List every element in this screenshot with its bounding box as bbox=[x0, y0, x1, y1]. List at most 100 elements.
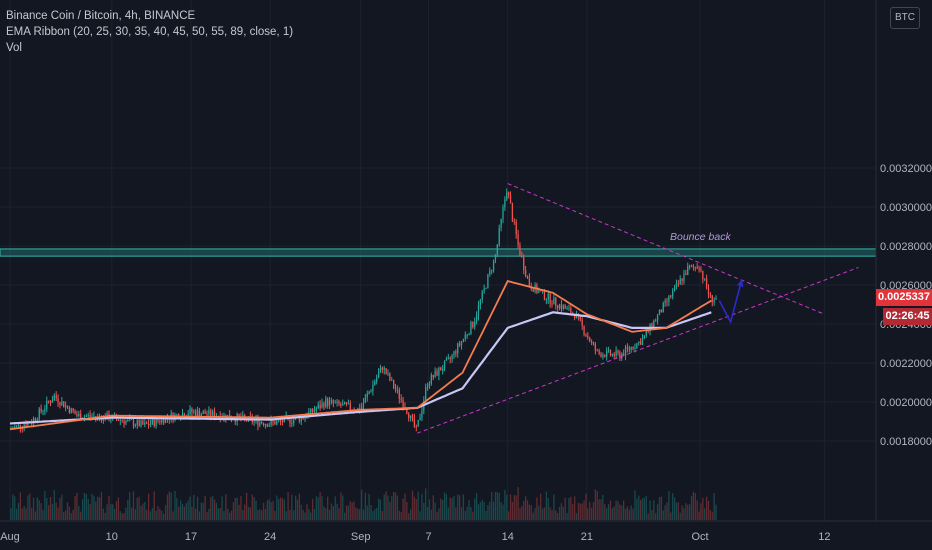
volume-bar bbox=[370, 505, 372, 520]
volume-bar bbox=[219, 508, 221, 520]
volume-bar bbox=[168, 491, 170, 520]
volume-bar bbox=[104, 512, 106, 520]
volume-bar bbox=[506, 494, 508, 520]
volume-bar bbox=[223, 510, 225, 520]
volume-bar bbox=[279, 497, 282, 520]
volume-bar bbox=[647, 513, 649, 520]
volume-bar bbox=[85, 494, 87, 520]
volume-bar bbox=[560, 503, 563, 520]
volume-bar bbox=[217, 508, 219, 520]
candle-body bbox=[306, 417, 308, 418]
candle-body bbox=[342, 404, 344, 406]
volume-bar bbox=[364, 492, 367, 520]
volume-bar bbox=[179, 500, 182, 520]
volume-bar bbox=[206, 512, 208, 520]
volume-bar bbox=[398, 510, 400, 520]
volume-bar bbox=[174, 490, 176, 520]
volume-bar bbox=[474, 498, 476, 520]
volume-bar bbox=[572, 504, 574, 520]
volume-bar bbox=[228, 512, 231, 520]
candle-body bbox=[66, 405, 69, 408]
candle-body bbox=[504, 199, 506, 208]
candle-body bbox=[93, 416, 95, 418]
candle-body bbox=[679, 278, 681, 284]
volume-bar bbox=[457, 494, 459, 520]
volume-bar bbox=[540, 493, 542, 520]
volume-bar bbox=[46, 497, 48, 520]
volume-bar bbox=[121, 513, 123, 520]
candle-body bbox=[443, 360, 446, 369]
volume-bar bbox=[204, 495, 206, 520]
volume-bar bbox=[266, 500, 268, 520]
candle-body bbox=[396, 389, 399, 391]
volume-label[interactable]: Vol bbox=[6, 42, 22, 54]
projection-path[interactable] bbox=[718, 278, 743, 325]
candle-body bbox=[153, 419, 155, 427]
candle-body bbox=[639, 341, 642, 345]
candle-body bbox=[17, 424, 20, 426]
candle-body bbox=[575, 314, 578, 319]
volume-bar bbox=[270, 502, 272, 520]
symbol-title[interactable]: Binance Coin / Bitcoin, 4h, BINANCE bbox=[6, 10, 196, 22]
volume-bar bbox=[579, 503, 581, 520]
volume-bar bbox=[49, 497, 52, 520]
volume-bar bbox=[634, 490, 636, 520]
candle-body bbox=[364, 397, 367, 403]
candle-body bbox=[688, 266, 691, 268]
volume-bar bbox=[430, 509, 432, 520]
candle-body bbox=[634, 348, 636, 350]
volume-bar bbox=[10, 508, 12, 520]
candle-body bbox=[494, 255, 497, 260]
candle-body bbox=[624, 347, 627, 356]
candle-body bbox=[134, 425, 137, 427]
volume-bar bbox=[89, 504, 91, 520]
candle-body bbox=[492, 259, 495, 271]
ema-slow-line bbox=[9, 311, 712, 425]
volume-bar bbox=[183, 506, 186, 520]
candle-body bbox=[313, 410, 316, 412]
upper-trendline[interactable] bbox=[507, 183, 825, 315]
candle-body bbox=[57, 398, 59, 403]
volume-bar bbox=[100, 492, 103, 520]
volume-bar bbox=[372, 511, 374, 520]
candle-body bbox=[19, 424, 22, 429]
candle-body bbox=[564, 305, 566, 309]
candle-body bbox=[592, 342, 595, 344]
ema-fast-line bbox=[9, 280, 712, 431]
candle-body bbox=[298, 417, 301, 422]
candle-body bbox=[417, 419, 419, 427]
currency-button[interactable]: BTC bbox=[890, 7, 920, 29]
volume-bar bbox=[343, 512, 346, 520]
candle-body bbox=[259, 422, 261, 426]
lower-trendline[interactable] bbox=[417, 266, 859, 434]
volume-bar bbox=[36, 497, 38, 520]
candle-body bbox=[202, 411, 204, 414]
candle-body bbox=[291, 422, 293, 424]
volume-bar bbox=[64, 510, 67, 520]
candle-body bbox=[445, 358, 448, 361]
ema-ribbon-label[interactable]: EMA Ribbon (20, 25, 30, 35, 40, 45, 50, … bbox=[6, 26, 294, 38]
candle-body bbox=[149, 423, 152, 426]
candle-body bbox=[327, 398, 329, 406]
candle-body bbox=[477, 304, 480, 316]
volume-bar bbox=[83, 492, 86, 520]
volume-bar bbox=[87, 498, 89, 520]
time-axis[interactable]: Aug 10 17 24 Sep 7 14 21 Oct 12 bbox=[0, 531, 830, 543]
candle-body bbox=[27, 422, 29, 427]
volume-bar bbox=[291, 494, 293, 520]
candle-body bbox=[557, 305, 559, 308]
candle-body bbox=[609, 349, 612, 356]
candle-body bbox=[310, 408, 312, 413]
candle-body bbox=[457, 343, 459, 354]
volume-bar bbox=[549, 507, 551, 520]
bounce-back-annotation: Bounce back bbox=[670, 231, 731, 243]
volume-bar bbox=[564, 497, 566, 520]
volume-bar bbox=[568, 497, 570, 520]
candle-body bbox=[266, 424, 268, 427]
volume-bar bbox=[483, 502, 485, 520]
volume-bar bbox=[639, 499, 642, 520]
volume-bar bbox=[40, 503, 42, 520]
candle-body bbox=[163, 418, 165, 423]
